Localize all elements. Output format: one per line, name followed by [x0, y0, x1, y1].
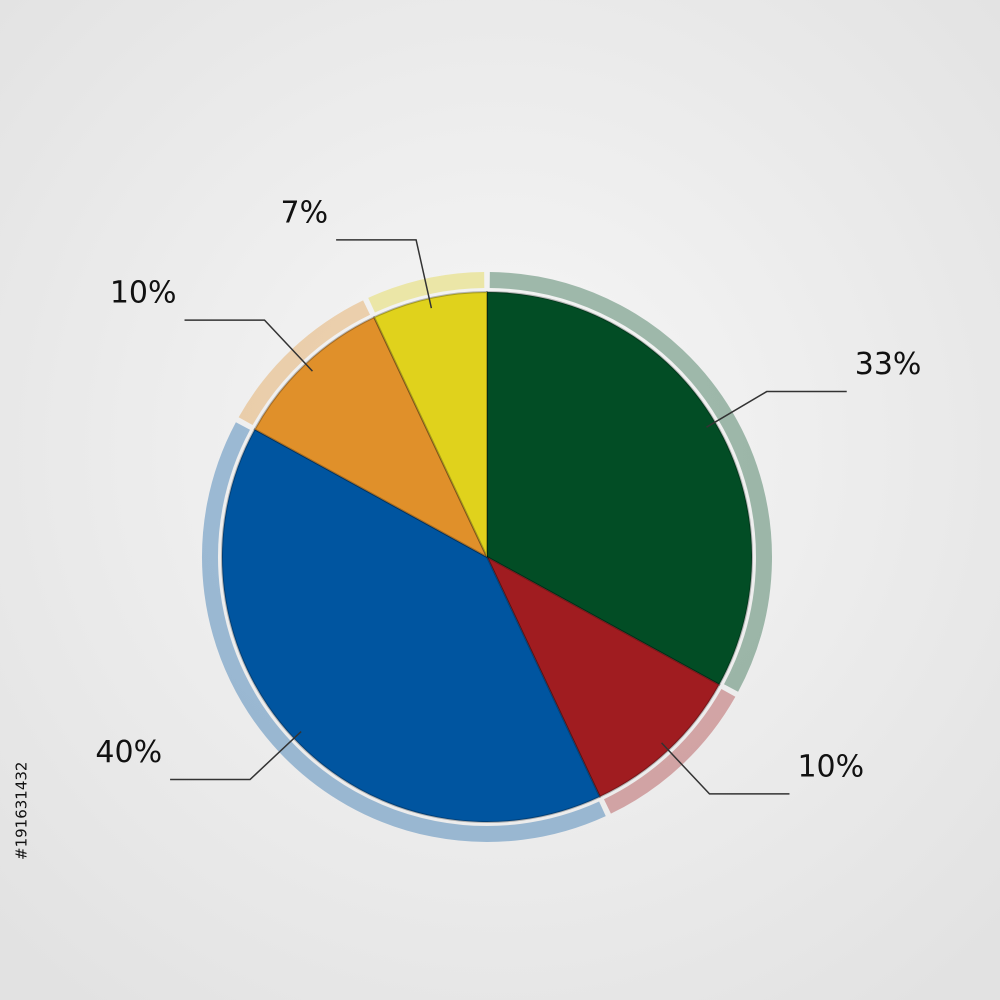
- value-label: 10%: [110, 276, 177, 311]
- value-label: 7%: [281, 195, 329, 230]
- leader-line: [184, 319, 313, 372]
- leader-line: [336, 239, 433, 309]
- value-label: 10%: [797, 749, 864, 784]
- leader-line: [170, 731, 302, 781]
- value-label: 40%: [95, 735, 162, 770]
- watermark-id: #191631432: [13, 762, 31, 860]
- leader-line: [661, 742, 790, 795]
- value-label: 33%: [855, 347, 922, 382]
- leader-line: [706, 390, 847, 428]
